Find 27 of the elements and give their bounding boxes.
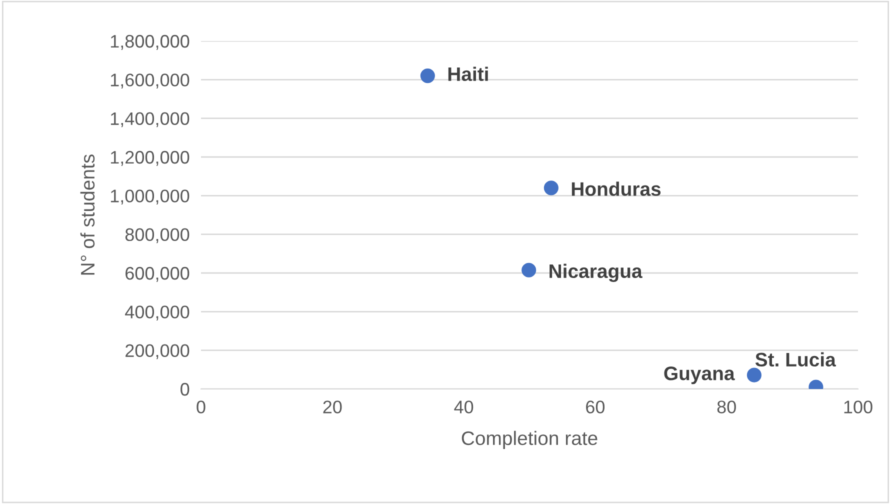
y-tick-label: 1,800,000 — [110, 34, 190, 50]
y-tick-label: 1,600,000 — [110, 74, 190, 89]
x-tick-label: 20 — [323, 400, 342, 414]
annotation: Guyana — [664, 366, 735, 384]
y-tick-label: 400,000 — [125, 306, 190, 321]
y-tick-label: 1,200,000 — [110, 150, 190, 166]
y-tick-label: 600,000 — [126, 266, 190, 282]
annotation: Haiti — [448, 66, 488, 82]
y-tick-label: 800,000 — [125, 228, 190, 244]
y-tick-label: 1,400,000 — [110, 112, 190, 128]
x-tick-label: 100 — [844, 400, 872, 414]
x-axis-title: Completion rate — [462, 430, 598, 449]
x-tick-label: 0 — [196, 400, 206, 414]
y-tick-label: 0 — [180, 382, 190, 396]
x-tick-label: 40 — [454, 400, 474, 414]
point — [746, 368, 762, 382]
annotation: St. Lucia — [755, 352, 836, 367]
annotation: Nicaragua — [550, 264, 642, 282]
point — [544, 180, 558, 196]
y-tick-label: 200,000 — [126, 344, 190, 360]
x-tick-label: 60 — [586, 400, 605, 414]
y-axis-title: N° of students — [80, 154, 95, 275]
point — [420, 68, 435, 84]
point — [522, 262, 536, 278]
y-tick-label: 1,000,000 — [110, 190, 190, 205]
x-tick-label: 80 — [717, 400, 736, 414]
annotation: Honduras — [572, 182, 661, 196]
